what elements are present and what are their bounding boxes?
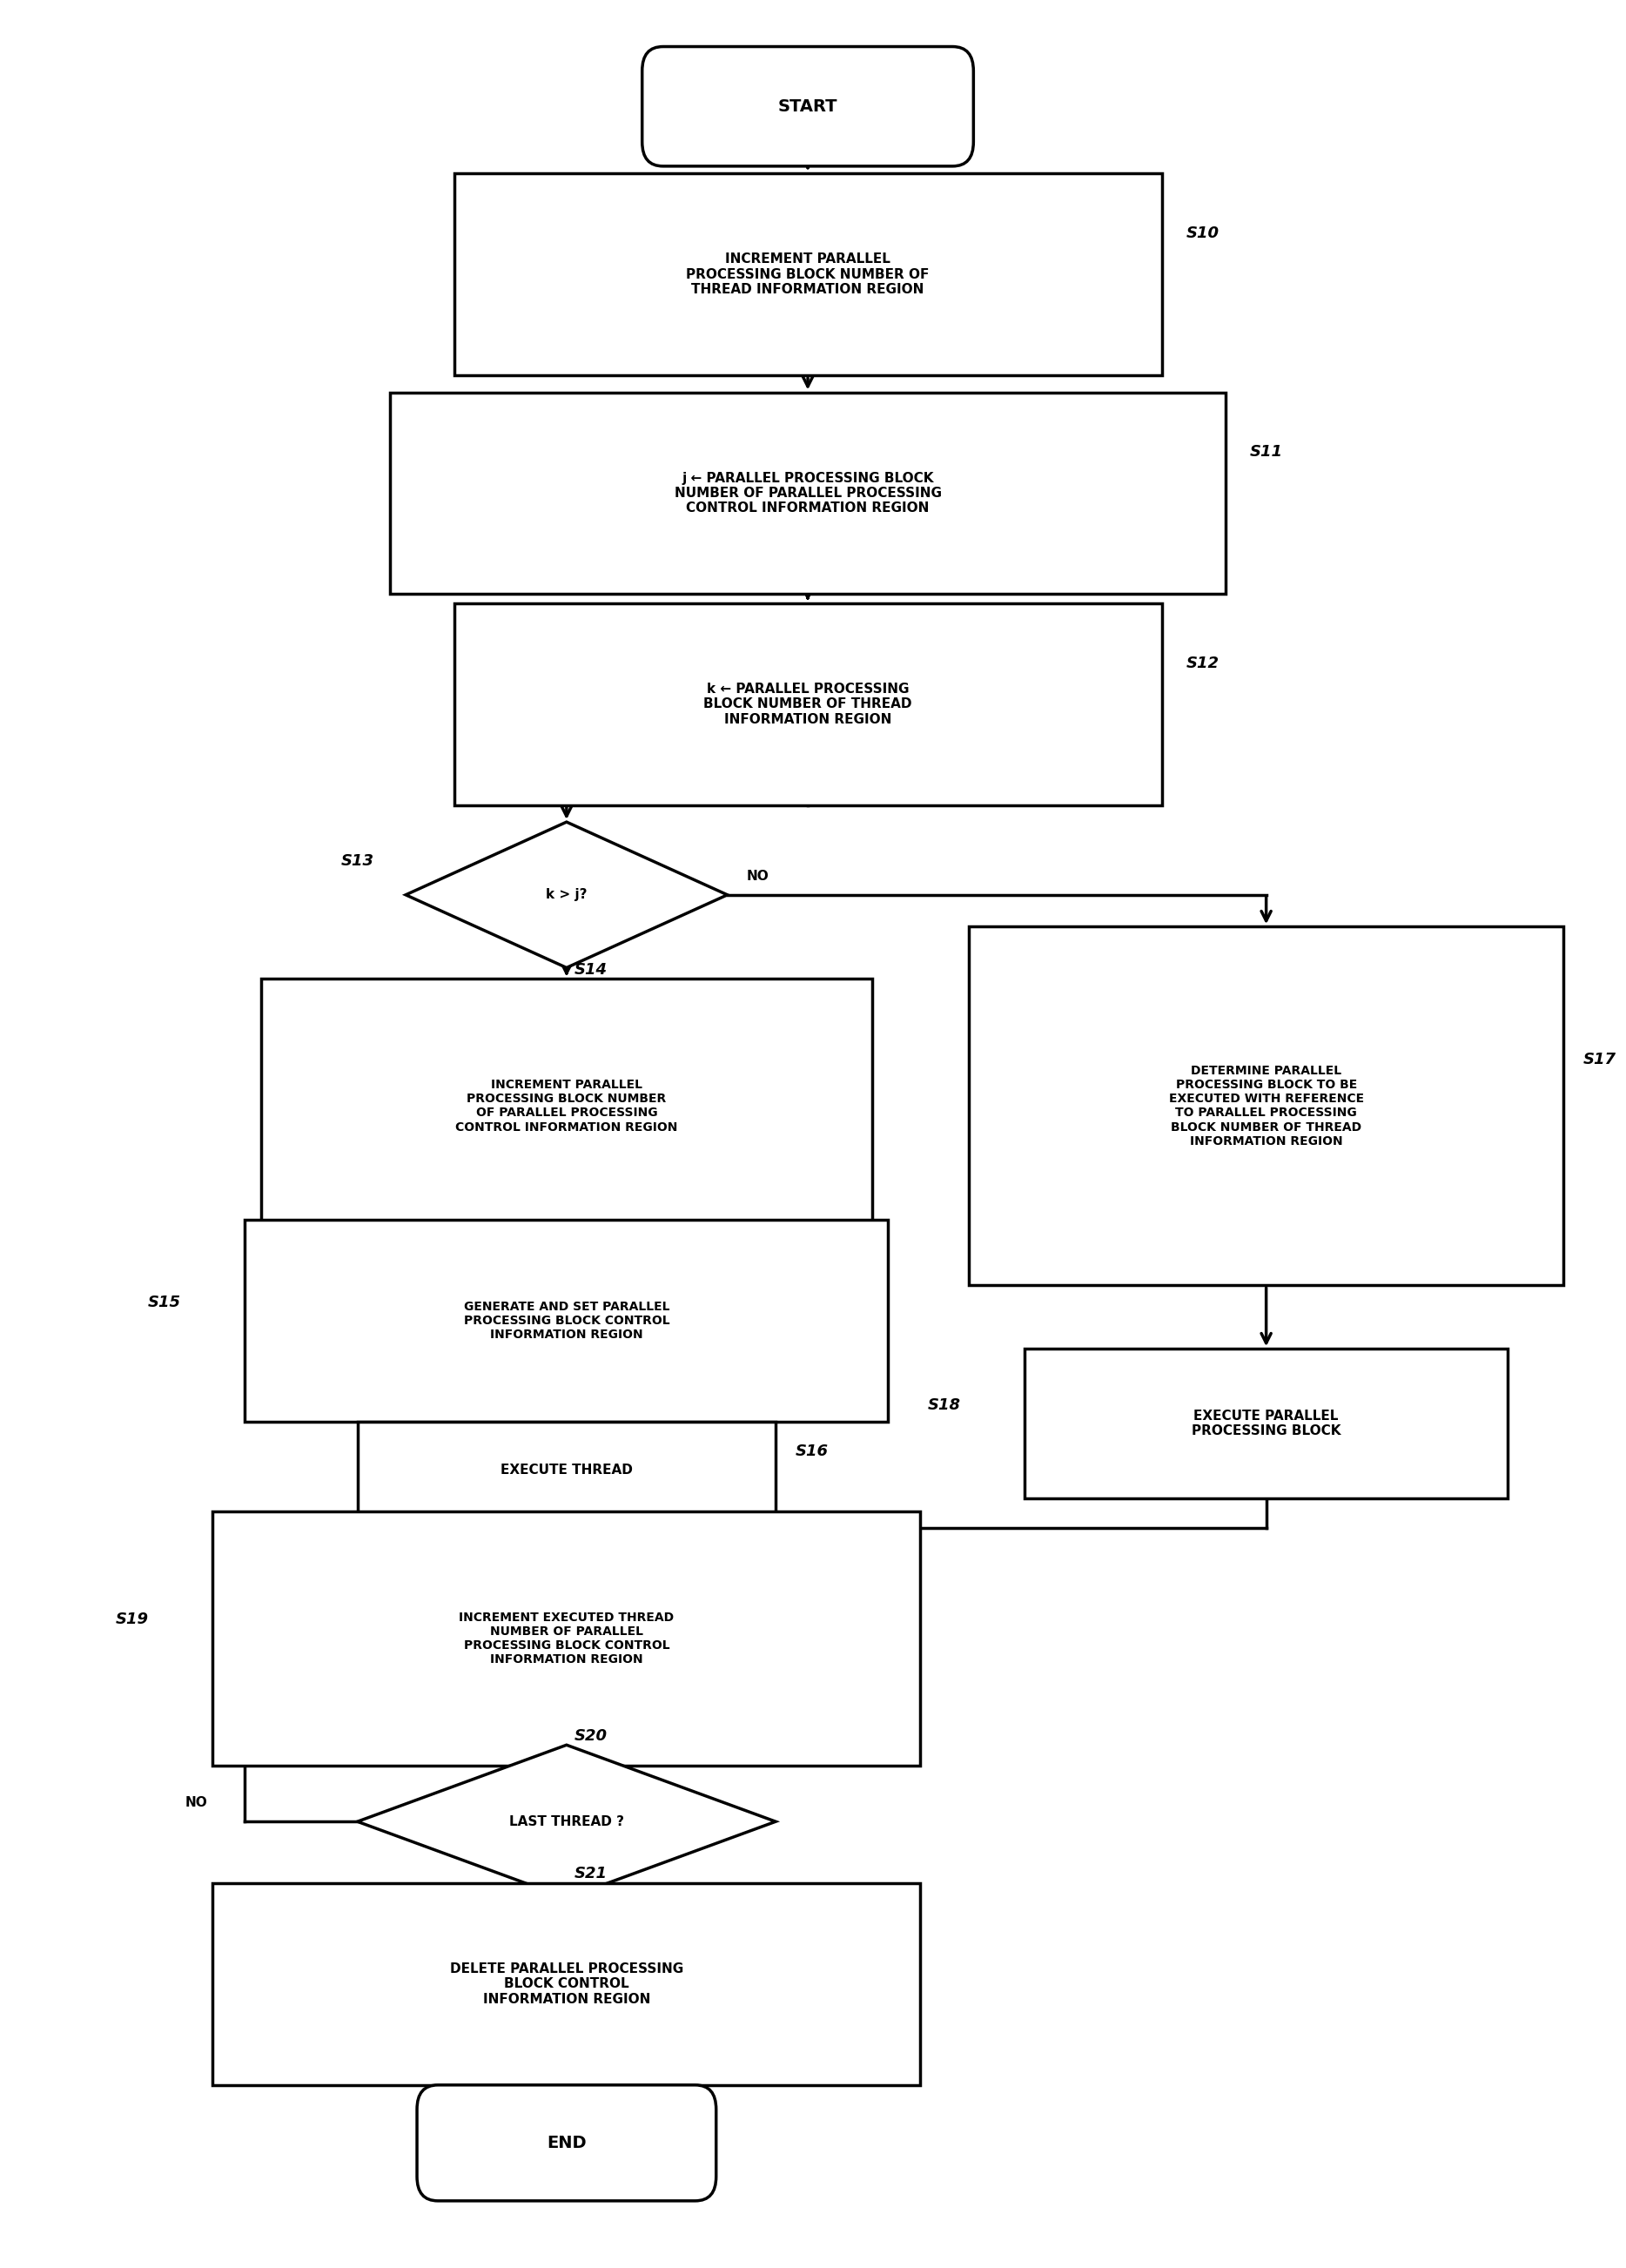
- Text: NO: NO: [185, 1796, 208, 1810]
- Text: S10: S10: [1185, 225, 1220, 240]
- FancyBboxPatch shape: [642, 48, 974, 166]
- Text: GENERATE AND SET PARALLEL
PROCESSING BLOCK CONTROL
INFORMATION REGION: GENERATE AND SET PARALLEL PROCESSING BLO…: [463, 1300, 670, 1340]
- FancyBboxPatch shape: [454, 603, 1161, 805]
- FancyBboxPatch shape: [358, 1422, 776, 1520]
- Polygon shape: [358, 1744, 776, 1898]
- Text: S11: S11: [1250, 445, 1283, 460]
- Text: INCREMENT PARALLEL
PROCESSING BLOCK NUMBER
OF PARALLEL PROCESSING
CONTROL INFORM: INCREMENT PARALLEL PROCESSING BLOCK NUMB…: [455, 1080, 678, 1134]
- Text: START: START: [777, 98, 837, 116]
- Text: INCREMENT EXECUTED THREAD
NUMBER OF PARALLEL
PROCESSING BLOCK CONTROL
INFORMATIO: INCREMENT EXECUTED THREAD NUMBER OF PARA…: [459, 1610, 675, 1665]
- Text: NO: NO: [746, 869, 769, 882]
- FancyBboxPatch shape: [213, 1882, 920, 2084]
- FancyBboxPatch shape: [260, 980, 872, 1234]
- Text: k ← PARALLEL PROCESSING
BLOCK NUMBER OF THREAD
INFORMATION REGION: k ← PARALLEL PROCESSING BLOCK NUMBER OF …: [704, 683, 912, 726]
- Text: EXECUTE THREAD: EXECUTE THREAD: [501, 1463, 633, 1476]
- Text: DETERMINE PARALLEL
PROCESSING BLOCK TO BE
EXECUTED WITH REFERENCE
TO PARALLEL PR: DETERMINE PARALLEL PROCESSING BLOCK TO B…: [1169, 1064, 1364, 1148]
- FancyBboxPatch shape: [390, 392, 1226, 594]
- FancyBboxPatch shape: [454, 175, 1161, 376]
- Text: S18: S18: [927, 1397, 961, 1413]
- Text: S14: S14: [574, 962, 608, 978]
- Text: S15: S15: [148, 1295, 180, 1311]
- Text: EXECUTE PARALLEL
PROCESSING BLOCK: EXECUTE PARALLEL PROCESSING BLOCK: [1192, 1408, 1341, 1438]
- FancyBboxPatch shape: [213, 1510, 920, 1765]
- Polygon shape: [406, 821, 727, 968]
- Text: END: END: [546, 2134, 587, 2152]
- Text: S17: S17: [1584, 1052, 1616, 1068]
- Text: S13: S13: [341, 853, 374, 869]
- Text: k > j?: k > j?: [546, 889, 587, 900]
- Text: YES: YES: [545, 987, 572, 1000]
- Text: DELETE PARALLEL PROCESSING
BLOCK CONTROL
INFORMATION REGION: DELETE PARALLEL PROCESSING BLOCK CONTROL…: [450, 1962, 683, 2005]
- Text: S16: S16: [795, 1445, 828, 1461]
- FancyBboxPatch shape: [969, 928, 1564, 1286]
- Text: INCREMENT PARALLEL
PROCESSING BLOCK NUMBER OF
THREAD INFORMATION REGION: INCREMENT PARALLEL PROCESSING BLOCK NUMB…: [686, 252, 930, 297]
- Text: S20: S20: [574, 1728, 608, 1744]
- Text: S19: S19: [115, 1613, 148, 1628]
- Text: YES: YES: [545, 1916, 572, 1930]
- Text: S21: S21: [574, 1867, 608, 1882]
- Text: j ← PARALLEL PROCESSING BLOCK
NUMBER OF PARALLEL PROCESSING
CONTROL INFORMATION : j ← PARALLEL PROCESSING BLOCK NUMBER OF …: [675, 472, 941, 515]
- Text: LAST THREAD ?: LAST THREAD ?: [509, 1814, 624, 1828]
- Text: S12: S12: [1185, 655, 1220, 671]
- FancyBboxPatch shape: [1024, 1349, 1507, 1499]
- FancyBboxPatch shape: [416, 2084, 715, 2200]
- FancyBboxPatch shape: [246, 1220, 888, 1422]
